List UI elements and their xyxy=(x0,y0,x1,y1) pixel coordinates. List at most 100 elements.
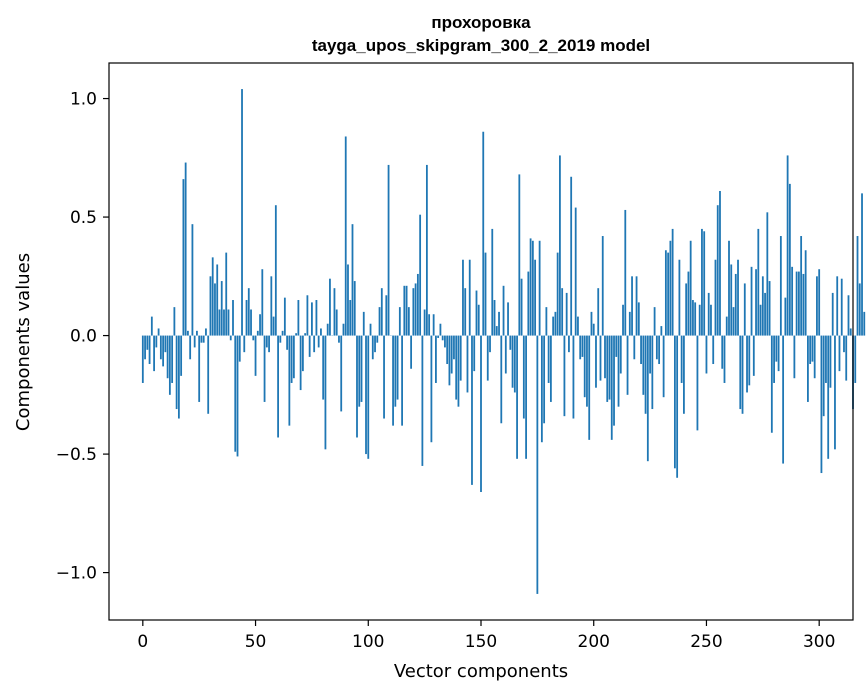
bar xyxy=(658,335,661,365)
bar xyxy=(491,228,494,336)
bar xyxy=(471,335,473,485)
bar xyxy=(150,316,153,336)
bar xyxy=(725,316,728,336)
bar xyxy=(191,224,194,336)
bar xyxy=(820,335,823,474)
bar xyxy=(637,302,640,336)
bar xyxy=(338,335,340,343)
x-tick-label: 150 xyxy=(465,632,497,652)
bar xyxy=(405,285,408,336)
bar xyxy=(358,335,361,407)
x-axis-label: Vector components xyxy=(394,661,568,682)
bar xyxy=(349,300,352,336)
bar xyxy=(531,240,534,336)
bar xyxy=(825,335,827,383)
bar xyxy=(466,335,469,393)
bar xyxy=(513,335,516,393)
x-tick-label: 200 xyxy=(578,632,610,652)
bar xyxy=(245,300,248,336)
bar xyxy=(295,333,298,336)
bar xyxy=(534,259,537,336)
bar xyxy=(592,323,595,336)
bar xyxy=(455,335,458,400)
bar xyxy=(414,283,417,336)
bar xyxy=(563,335,566,417)
bar xyxy=(633,335,636,360)
bar xyxy=(788,183,791,336)
bar xyxy=(653,307,656,336)
bar xyxy=(673,335,676,469)
bar xyxy=(680,335,683,383)
bar xyxy=(797,271,800,336)
bar xyxy=(385,295,388,336)
bar xyxy=(834,335,836,450)
bar xyxy=(205,328,207,336)
bar xyxy=(619,335,622,374)
bar xyxy=(464,288,467,336)
bar xyxy=(721,335,724,369)
bar xyxy=(845,335,848,381)
bar xyxy=(437,335,440,338)
bar xyxy=(849,328,852,336)
bar xyxy=(804,250,807,336)
bar xyxy=(807,335,809,402)
bar xyxy=(746,335,748,393)
bar xyxy=(193,335,196,348)
bar xyxy=(421,335,424,466)
bar xyxy=(250,309,252,336)
bar xyxy=(734,273,737,336)
bar xyxy=(768,281,771,336)
bar xyxy=(216,264,219,336)
bar xyxy=(281,330,284,336)
bar xyxy=(457,335,460,407)
bar xyxy=(394,335,397,407)
bar xyxy=(574,207,577,336)
bar xyxy=(211,257,214,336)
bar xyxy=(344,136,347,336)
bar xyxy=(153,335,155,372)
bar xyxy=(247,288,250,336)
bar xyxy=(196,330,198,336)
bar xyxy=(710,304,712,336)
bar xyxy=(554,311,557,336)
bar xyxy=(396,335,399,400)
bar xyxy=(631,276,633,336)
bar xyxy=(450,335,453,374)
y-tick-label: 0.5 xyxy=(70,208,97,228)
bar xyxy=(356,335,358,438)
bar xyxy=(340,335,343,412)
bar xyxy=(791,266,794,336)
bar xyxy=(283,297,286,336)
bar xyxy=(667,252,670,336)
bar xyxy=(256,330,259,336)
bar xyxy=(723,335,726,383)
bar xyxy=(241,89,243,336)
bar xyxy=(173,307,176,336)
plot-frame xyxy=(108,62,854,621)
bar xyxy=(527,271,530,336)
bar xyxy=(329,278,331,336)
bar xyxy=(335,309,338,336)
bar xyxy=(685,283,688,336)
bar xyxy=(622,304,624,336)
bar xyxy=(536,335,539,594)
bar xyxy=(304,333,307,336)
bar xyxy=(315,300,318,336)
bar xyxy=(322,335,325,400)
bar xyxy=(362,311,365,336)
bar xyxy=(669,240,672,336)
bar xyxy=(484,252,487,336)
bar xyxy=(518,174,521,336)
bar xyxy=(775,335,778,362)
bar xyxy=(543,335,546,424)
bar xyxy=(572,335,575,419)
bar xyxy=(509,335,512,350)
bar xyxy=(811,335,814,362)
bar xyxy=(435,335,437,383)
bar xyxy=(398,307,401,336)
bar xyxy=(644,335,647,414)
bar xyxy=(459,335,462,381)
bar xyxy=(265,335,268,348)
bar xyxy=(507,302,509,336)
